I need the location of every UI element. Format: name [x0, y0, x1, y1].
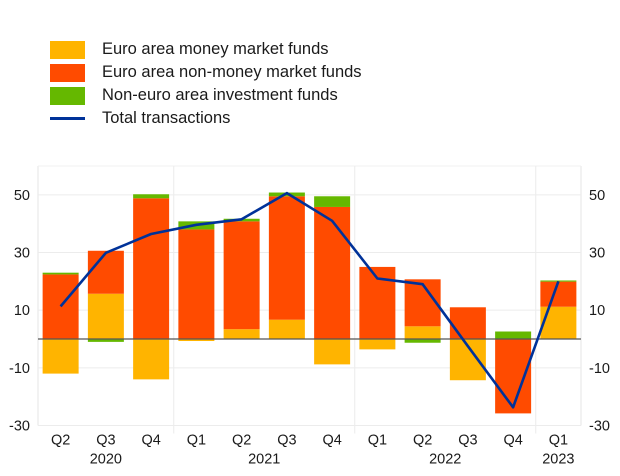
bars [42, 192, 577, 414]
legend-label-mmf: Euro area money market funds [102, 40, 329, 58]
legend-item-total: Total transactions [50, 107, 362, 130]
y-tick-label-right: 10 [589, 303, 605, 319]
x-year-label: 2021 [248, 452, 280, 468]
legend-swatch-total [50, 117, 85, 120]
bar-euro-area-non-money-market-funds [540, 281, 577, 307]
total-transactions-line [59, 191, 560, 409]
y-tick-label-right: 30 [589, 246, 605, 262]
y-tick-label-left: -10 [9, 361, 30, 377]
x-tick-label: Q4 [141, 433, 160, 449]
x-tick-label: Q3 [277, 433, 296, 449]
y-tick-label-right: -10 [589, 361, 610, 377]
bar-non-euro-area-investment-funds [87, 339, 124, 342]
y-tick-label-left: 30 [14, 246, 30, 262]
x-tick-label: Q4 [322, 433, 341, 449]
bar-euro-area-non-money-market-funds [87, 250, 124, 294]
bar-euro-area-money-market-funds [178, 339, 215, 342]
x-tick-label: Q2 [51, 433, 70, 449]
bar-euro-area-non-money-market-funds [449, 307, 486, 339]
bar-euro-area-non-money-market-funds [42, 274, 79, 339]
bar-euro-area-money-market-funds [359, 339, 396, 350]
x-tick-label: Q2 [232, 433, 251, 449]
bar-euro-area-non-money-market-funds [268, 196, 305, 320]
bar-non-euro-area-investment-funds [42, 272, 79, 275]
y-tick-label-left: 10 [14, 303, 30, 319]
bar-euro-area-money-market-funds [42, 339, 79, 374]
total-line-group [59, 191, 560, 409]
legend-label-non-mmf: Euro area non-money market funds [102, 63, 362, 81]
bar-euro-area-non-money-market-funds [223, 221, 260, 330]
y-tick-label-right: -30 [589, 419, 610, 435]
bar-euro-area-money-market-funds [314, 339, 351, 365]
bar-euro-area-money-market-funds [223, 329, 260, 339]
bar-euro-area-money-market-funds [133, 339, 170, 380]
legend: Euro area money market funds Euro area n… [50, 38, 362, 130]
x-tick-label: Q1 [187, 433, 206, 449]
legend-item-non-euro: Non-euro area investment funds [50, 84, 362, 107]
bar-euro-area-money-market-funds [540, 306, 577, 339]
y-tick-label-left: 50 [14, 188, 30, 204]
bar-euro-area-non-money-market-funds [178, 229, 215, 339]
x-year-label: 2022 [429, 452, 461, 468]
bar-non-euro-area-investment-funds [133, 194, 170, 199]
bar-euro-area-non-money-market-funds [495, 339, 532, 414]
bar-non-euro-area-investment-funds [540, 280, 577, 282]
bar-euro-area-money-market-funds [87, 293, 124, 339]
bar-non-euro-area-investment-funds [404, 339, 441, 343]
bar-euro-area-non-money-market-funds [133, 198, 170, 339]
bar-euro-area-money-market-funds [268, 319, 305, 339]
x-year-label: 2020 [90, 452, 122, 468]
x-tick-label: Q4 [503, 433, 522, 449]
legend-swatch-non-mmf [50, 63, 85, 82]
x-tick-label: Q1 [549, 433, 568, 449]
y-tick-label-right: 50 [589, 188, 605, 204]
legend-item-non-mmf: Euro area non-money market funds [50, 61, 362, 84]
bar-euro-area-non-money-market-funds [314, 206, 351, 339]
axes: -30 -30 -10 -10 10 10 30 30 50 50 Q2 Q3 Q4 Q1 Q2 Q3 Q4 Q1… [9, 188, 610, 468]
x-tick-label: Q1 [368, 433, 387, 449]
legend-swatch-mmf [50, 40, 85, 59]
bar-non-euro-area-investment-funds [495, 331, 532, 339]
grid [37, 165, 582, 434]
legend-swatch-non-euro [50, 86, 85, 105]
legend-label-total: Total transactions [102, 109, 231, 127]
x-tick-label: Q2 [413, 433, 432, 449]
legend-item-mmf: Euro area money market funds [50, 38, 362, 61]
x-tick-label: Q3 [458, 433, 477, 449]
x-tick-label: Q3 [96, 433, 115, 449]
y-tick-label-left: -30 [9, 419, 30, 435]
x-year-label: 2023 [542, 452, 574, 468]
bar-non-euro-area-investment-funds [314, 196, 351, 207]
legend-label-non-euro: Non-euro area investment funds [102, 86, 338, 104]
bar-euro-area-money-market-funds [404, 326, 441, 339]
